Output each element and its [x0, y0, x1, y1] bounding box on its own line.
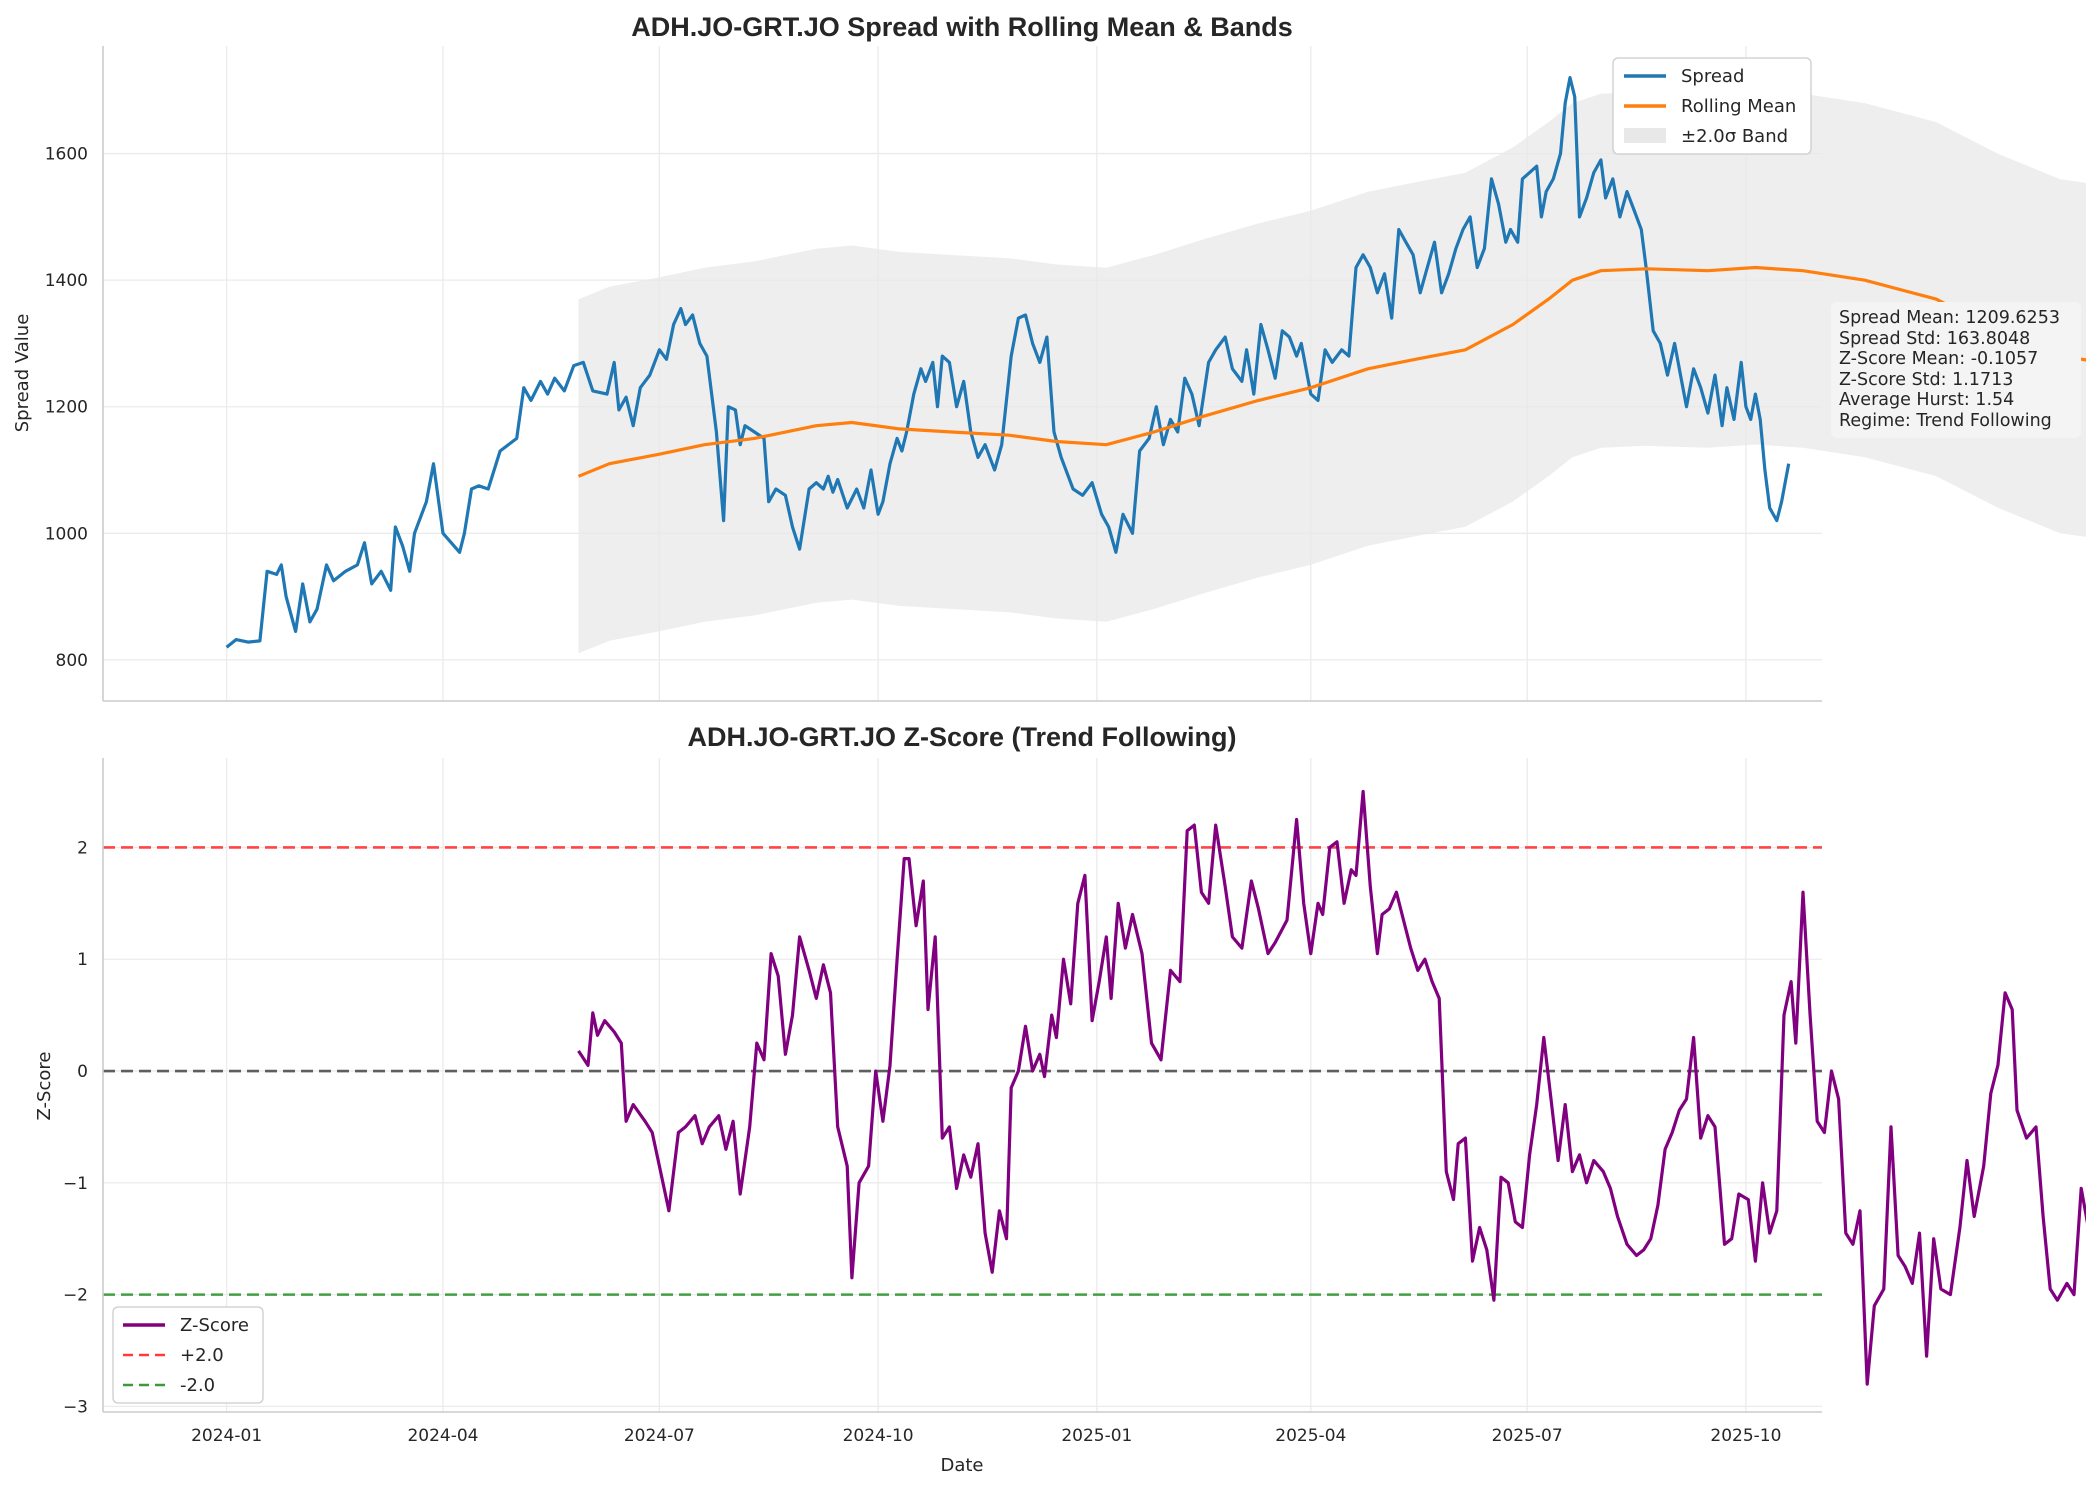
x-tick-label: 2025-04 — [1275, 1426, 1346, 1446]
x-tick-label: 2024-01 — [191, 1426, 262, 1446]
spread-legend: Spread Rolling Mean ±2.0σ Band — [1612, 57, 1812, 155]
zscore-y-tick-label: 1 — [77, 950, 88, 970]
zscore-y-tick-label: 0 — [77, 1062, 88, 1082]
legend-upper-label: +2.0 — [180, 1345, 224, 1366]
zscore-y-axis-label: Z-Score — [34, 1052, 55, 1121]
legend-spread-label: Spread — [1681, 66, 1744, 87]
x-tick-label: 2025-07 — [1492, 1426, 1563, 1446]
threshold-lines — [103, 846, 1822, 1296]
x-tick-label: 2025-01 — [1061, 1426, 1132, 1446]
legend-band-swatch — [1624, 128, 1666, 143]
zscore-y-tick-label: −3 — [63, 1397, 88, 1417]
band-fill — [578, 90, 2086, 654]
zscore-y-tick-label: −2 — [63, 1286, 88, 1306]
spread-panel: ADH.JO-GRT.JO Spread with Rolling Mean &… — [12, 12, 2086, 702]
zscore-line — [577, 789, 2086, 1386]
band-area — [578, 90, 2086, 654]
stat-spread-std: Spread Std: 163.8048 — [1839, 328, 2031, 349]
spread-y-tick-label: 1000 — [45, 524, 88, 544]
x-axis-label: Date — [940, 1455, 983, 1476]
spread-line — [225, 76, 1791, 649]
zscore-chart-title: ADH.JO-GRT.JO Z-Score (Trend Following) — [687, 722, 1236, 752]
zscore-legend: Z-Score +2.0 -2.0 — [112, 1306, 264, 1404]
legend-band-label: ±2.0σ Band — [1681, 126, 1788, 147]
zscore-y-tick-label: −1 — [63, 1174, 88, 1194]
x-tick-label: 2024-04 — [407, 1426, 478, 1446]
spread-y-tick-label: 1200 — [45, 398, 88, 418]
x-tick-label: 2024-10 — [843, 1426, 914, 1446]
spread-y-ticks: 800 1000 1200 1400 1600 — [45, 145, 88, 671]
stat-spread-mean: Spread Mean: 1209.6253 — [1839, 308, 2060, 328]
legend-lower-label: -2.0 — [180, 1375, 215, 1396]
statistics-box: Spread Mean: 1209.6253 Spread Std: 163.8… — [1831, 302, 2081, 438]
zscore-lines — [577, 789, 2086, 1386]
spread-chart-title: ADH.JO-GRT.JO Spread with Rolling Mean &… — [631, 12, 1293, 42]
spread-y-tick-label: 1400 — [45, 271, 88, 291]
date-x-ticks: 2024-01 2024-04 2024-07 2024-10 2025-01 2025-… — [191, 1426, 1781, 1446]
x-tick-label: 2025-10 — [1710, 1426, 1781, 1446]
zscore-legend-frame — [112, 1306, 264, 1404]
zscore-y-tick-label: 2 — [77, 838, 88, 858]
legend-zscore-label: Z-Score — [180, 1315, 249, 1336]
zscore-grid — [103, 758, 1822, 1412]
stat-average-hurst: Average Hurst: 1.54 — [1839, 390, 2015, 410]
stat-zscore-mean: Z-Score Mean: -0.1057 — [1839, 349, 2039, 369]
stat-zscore-std: Z-Score Std: 1.1713 — [1839, 369, 2014, 390]
zscore-panel: ADH.JO-GRT.JO Z-Score (Trend Following) … — [34, 722, 2086, 1476]
legend-rolling-mean-label: Rolling Mean — [1681, 96, 1796, 117]
spread-y-axis-label: Spread Value — [12, 314, 33, 433]
stat-regime: Regime: Trend Following — [1839, 410, 2052, 431]
zscore-y-ticks: −3 −2 −1 0 1 2 — [63, 838, 88, 1417]
x-tick-label: 2024-07 — [624, 1426, 695, 1446]
spread-y-tick-label: 800 — [56, 651, 88, 671]
spread-y-tick-label: 1600 — [45, 145, 88, 165]
